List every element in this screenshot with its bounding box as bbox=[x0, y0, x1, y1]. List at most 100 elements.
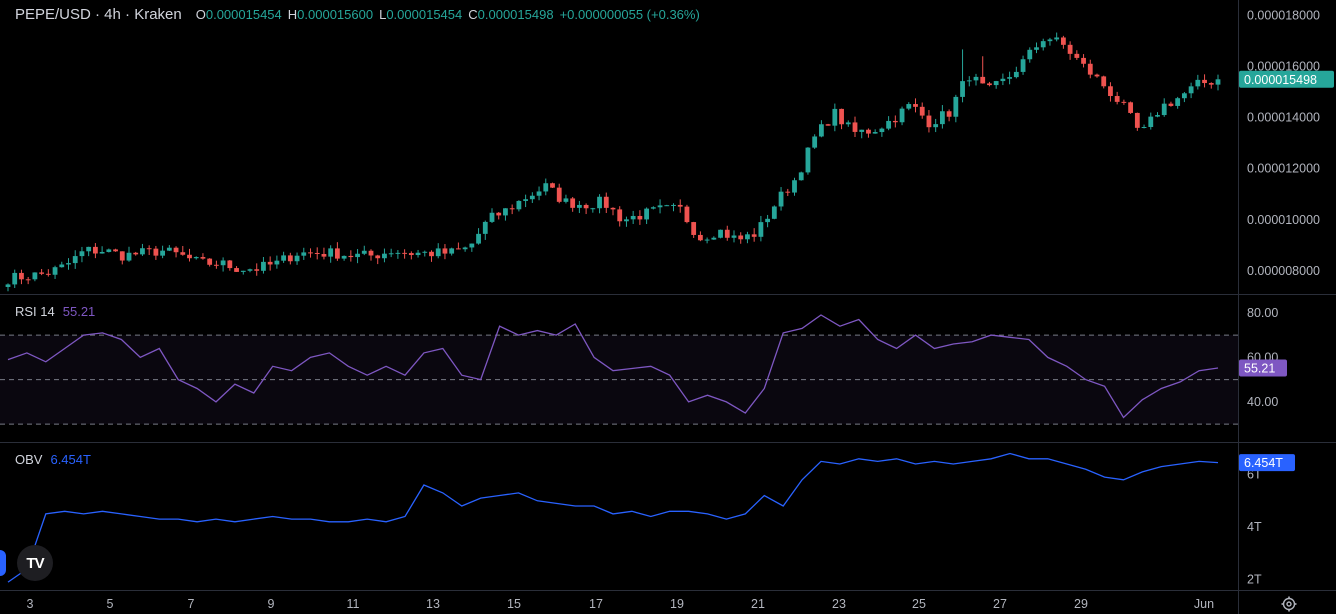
candle-body bbox=[852, 122, 858, 132]
candle-body bbox=[1094, 74, 1100, 77]
obv-value-tag-bg bbox=[1239, 454, 1295, 472]
candle-body bbox=[785, 191, 791, 193]
obv-legend[interactable]: OBV 6.454T bbox=[15, 452, 91, 467]
candle-body bbox=[718, 229, 723, 238]
candle-body bbox=[274, 260, 280, 265]
candle-body bbox=[724, 229, 730, 238]
candle-body bbox=[859, 129, 865, 132]
symbol-title[interactable]: PEPE/USD · 4h · Kraken bbox=[15, 6, 182, 23]
candle-body bbox=[166, 247, 172, 251]
candle-body bbox=[361, 250, 367, 254]
time-tick-label: 5 bbox=[107, 597, 114, 611]
candle-body bbox=[469, 243, 475, 248]
obv-title: OBV bbox=[15, 452, 43, 467]
candle-body bbox=[570, 198, 576, 208]
time-tick-label: 19 bbox=[670, 597, 684, 611]
obv-line bbox=[7, 452, 1219, 583]
side-panel-tab[interactable] bbox=[0, 550, 6, 576]
candle-body bbox=[792, 180, 797, 193]
candle-body bbox=[832, 108, 838, 126]
candle-body bbox=[657, 205, 663, 208]
candle-body bbox=[1141, 126, 1147, 128]
candle-body bbox=[25, 279, 31, 281]
candle-body bbox=[234, 268, 239, 272]
candle-body bbox=[341, 255, 347, 259]
candle-body bbox=[671, 204, 676, 206]
candle-body bbox=[503, 208, 508, 216]
time-tick-label: 29 bbox=[1074, 597, 1088, 611]
candle-body bbox=[1108, 86, 1113, 97]
candle-body bbox=[509, 208, 515, 210]
time-tick-label: 3 bbox=[27, 597, 34, 611]
candle-body bbox=[939, 111, 945, 125]
candle-body bbox=[314, 252, 320, 254]
time-tick-label: 13 bbox=[426, 597, 440, 611]
rsi-tick-label: 80.00 bbox=[1247, 306, 1278, 320]
candle-body bbox=[355, 253, 360, 258]
low-value: 0.000015454 bbox=[386, 7, 463, 22]
candle-body bbox=[529, 195, 535, 200]
candle-body bbox=[422, 251, 428, 253]
obv-tick-label: 4T bbox=[1247, 520, 1262, 534]
candle-body bbox=[886, 120, 892, 129]
low-label: L bbox=[379, 7, 387, 22]
candle-body bbox=[1134, 112, 1140, 128]
rsi-legend[interactable]: RSI 14 55.21 bbox=[15, 304, 95, 319]
candle-body bbox=[200, 257, 206, 259]
candle-body bbox=[489, 212, 495, 222]
candle-body bbox=[1047, 39, 1053, 42]
candle-body bbox=[449, 248, 455, 254]
time-tick-label: 27 bbox=[993, 597, 1007, 611]
candle-body bbox=[146, 248, 152, 250]
candle-body bbox=[442, 248, 448, 254]
candle-body bbox=[980, 76, 986, 84]
open-label: O bbox=[195, 7, 206, 22]
time-tick-label: 25 bbox=[912, 597, 926, 611]
gear-icon[interactable] bbox=[1281, 596, 1297, 612]
candle-body bbox=[180, 252, 186, 255]
candle-body bbox=[1067, 44, 1073, 54]
candle-body bbox=[987, 83, 992, 86]
candle-body bbox=[39, 272, 45, 274]
candle-body bbox=[281, 255, 287, 261]
tradingview-logo[interactable]: TV bbox=[17, 545, 53, 581]
candle-body bbox=[408, 253, 414, 256]
candle-body bbox=[617, 209, 623, 222]
candle-body bbox=[1034, 47, 1039, 50]
candle-body bbox=[1161, 103, 1167, 116]
rsi-value: 55.21 bbox=[62, 304, 96, 319]
candle-body bbox=[106, 249, 112, 252]
candle-body bbox=[1128, 102, 1134, 113]
candle-body bbox=[550, 183, 555, 188]
candle-body bbox=[731, 235, 737, 238]
candle-body bbox=[516, 200, 522, 210]
candle-body bbox=[1188, 86, 1194, 94]
time-tick-label: 15 bbox=[507, 597, 521, 611]
candle-body bbox=[1148, 116, 1154, 127]
candle-body bbox=[691, 222, 697, 235]
candle-body bbox=[1027, 49, 1033, 60]
obv-series bbox=[7, 452, 1219, 583]
candle-body bbox=[1060, 37, 1066, 45]
candle-body bbox=[294, 255, 300, 262]
time-tick-label: 9 bbox=[268, 597, 275, 611]
candle-body bbox=[576, 204, 582, 208]
high-label: H bbox=[287, 7, 298, 22]
candle-body bbox=[624, 219, 629, 222]
candle-body bbox=[45, 273, 51, 275]
candle-body bbox=[765, 218, 771, 223]
candle-body bbox=[462, 247, 468, 250]
candle-body bbox=[220, 260, 226, 266]
candle-body bbox=[590, 208, 596, 210]
candle-body bbox=[348, 255, 354, 258]
symbol-legend: PEPE/USD · 4h · Kraken O 0.000015454 H 0.0… bbox=[15, 6, 700, 23]
rsi-band bbox=[0, 335, 1238, 425]
time-tick-label: 7 bbox=[188, 597, 195, 611]
candle-body bbox=[1040, 41, 1046, 48]
candle-body bbox=[805, 147, 811, 173]
candle-body bbox=[254, 269, 260, 271]
candle-body bbox=[697, 234, 703, 241]
candle-body bbox=[435, 248, 441, 257]
candle-body bbox=[287, 255, 293, 262]
